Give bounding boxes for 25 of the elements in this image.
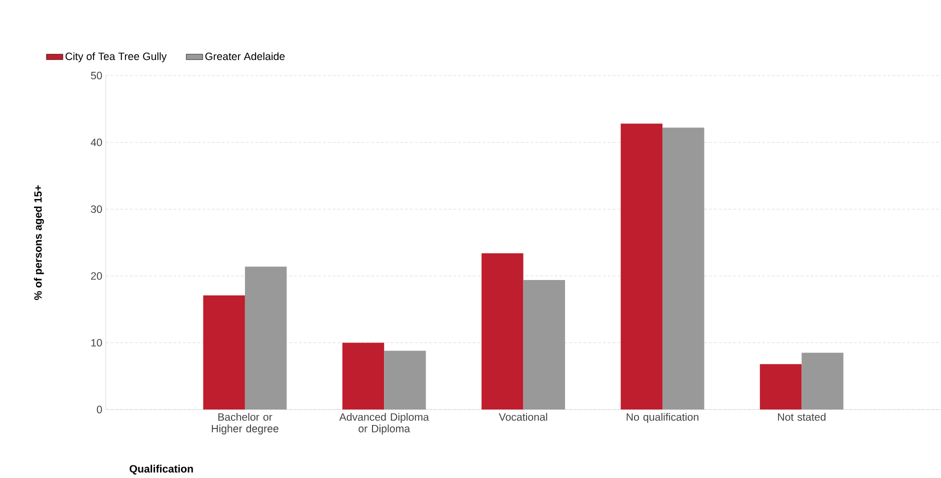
x-tick-label: Vocational (498, 413, 548, 421)
bar (203, 295, 245, 410)
bar (760, 364, 802, 410)
y-tick-label: 50 (90, 72, 102, 80)
bar (244, 266, 287, 410)
y-tick-label: 0 (96, 406, 102, 414)
y-tick-label: 30 (90, 206, 102, 214)
x-tick-label: Advanced Diploma or Diploma (339, 413, 429, 435)
y-axis-title: % of persons aged 15+ (34, 185, 44, 300)
x-tick-label: Not stated (778, 413, 826, 421)
legend-label: Greater Adelaide (205, 52, 285, 60)
x-tick-label: Bachelor or Higher degree (212, 413, 278, 435)
x-tick-label: No qualification (626, 413, 698, 423)
legend-label: City of Tea Tree Gully (66, 52, 167, 62)
bar (384, 350, 426, 410)
bar (662, 128, 704, 410)
bar (620, 124, 662, 410)
y-tick-label: 40 (90, 138, 102, 146)
y-tick-label: 20 (91, 272, 102, 280)
bar (342, 342, 384, 410)
bar (523, 280, 566, 410)
bar (482, 253, 524, 410)
bar (802, 352, 844, 410)
x-axis-title: Qualification (130, 464, 193, 475)
y-tick-label: 10 (91, 339, 102, 347)
